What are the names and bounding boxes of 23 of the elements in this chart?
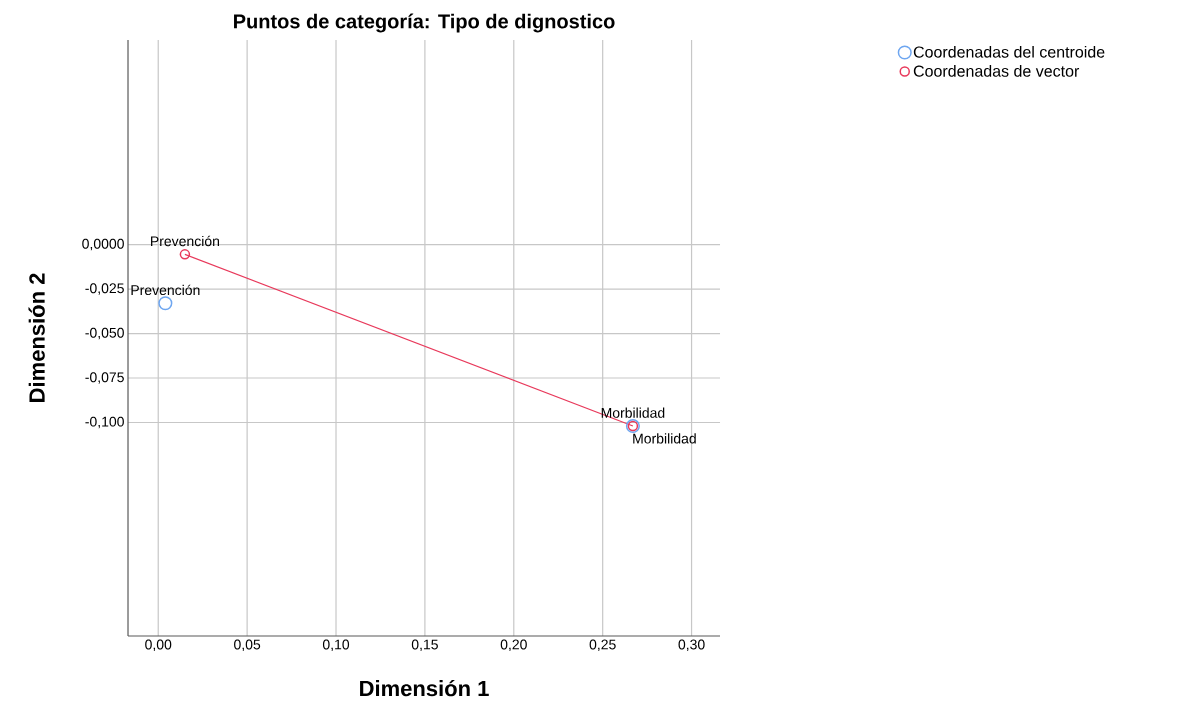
legend-label: Coordenadas del centroide [913, 45, 1105, 58]
y-tick-label: -0,075 [85, 372, 124, 384]
x-tick-label: 0,10 [322, 639, 350, 652]
x-tick-label: 0,15 [411, 639, 438, 652]
annotation: Morbilidad [633, 433, 696, 444]
x-tick-label: 0,30 [678, 639, 705, 652]
chart-title: Puntos de categoría: Tipo de dignostico [234, 13, 615, 33]
annotation: Prevención [151, 235, 219, 247]
y-tick-label: -0,025 [85, 283, 124, 295]
y-tick-label: 0,0000 [82, 238, 124, 251]
x-tick-label: 0,00 [145, 639, 172, 652]
x-axis-title: Dimensión 1 [360, 679, 489, 697]
y-tick-label: -0,100 [85, 416, 124, 429]
point [158, 296, 173, 311]
annotation: Morbilidad [601, 407, 665, 418]
point [179, 249, 191, 260]
x-tick-label: 0,20 [500, 639, 527, 652]
legend-label: Coordenadas de vector [913, 65, 1080, 77]
x-tick-label: 0,25 [589, 639, 616, 652]
y-axis-title: Dimensión 2 [28, 273, 45, 402]
annotation: Prevención [131, 284, 200, 296]
y-tick-label: -0,050 [85, 327, 124, 340]
x-tick-label: 0,05 [234, 639, 261, 652]
